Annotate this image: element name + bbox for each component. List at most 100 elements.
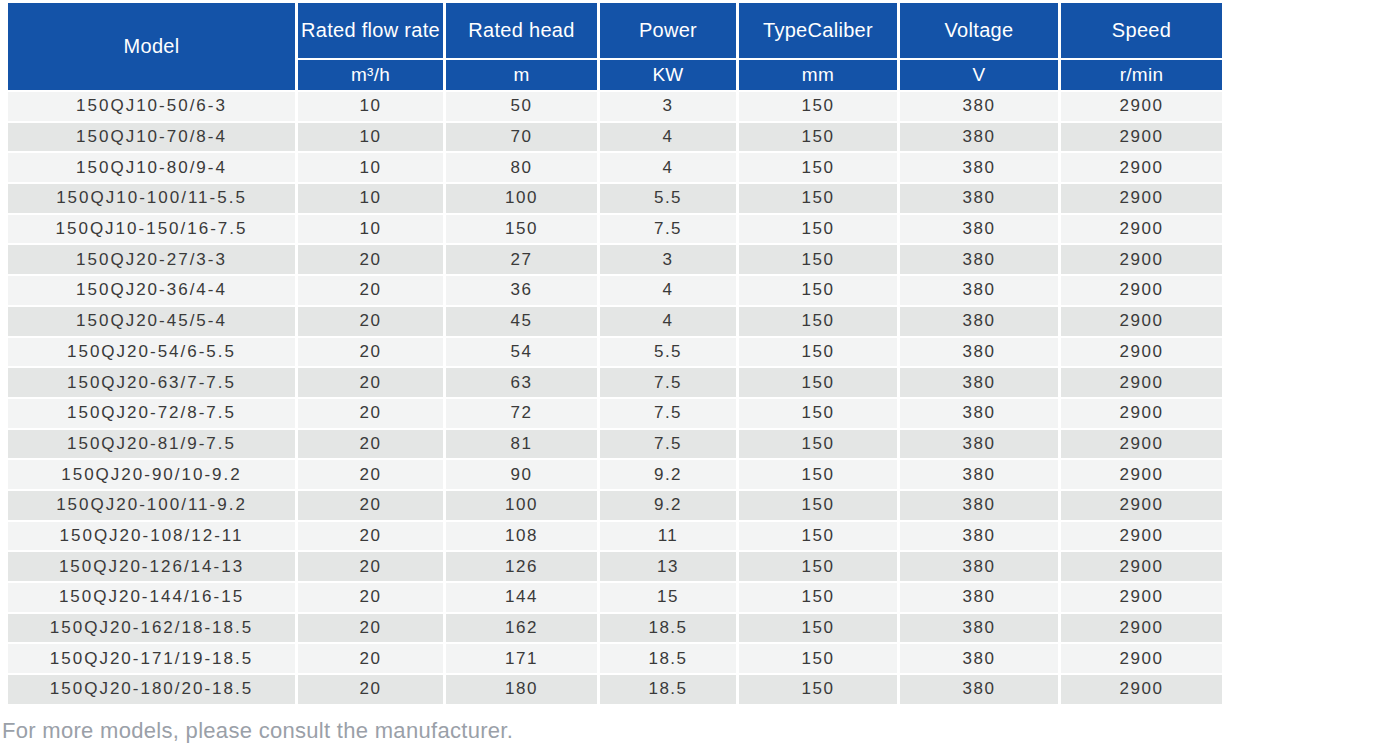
power-cell: 4 <box>600 307 736 336</box>
model-cell: 150QJ20-72/8-7.5 <box>8 399 295 428</box>
speed-cell: 2900 <box>1061 583 1222 612</box>
head-cell: 50 <box>446 92 597 121</box>
model-cell: 150QJ20-45/5-4 <box>8 307 295 336</box>
power-cell: 11 <box>600 522 736 551</box>
flow-rate-cell: 20 <box>298 614 443 643</box>
caliber-cell: 150 <box>739 338 897 367</box>
caliber-cell: 150 <box>739 430 897 459</box>
caliber-cell: 150 <box>739 368 897 397</box>
voltage-cell: 380 <box>900 614 1058 643</box>
voltage-cell: 380 <box>900 338 1058 367</box>
power-cell: 3 <box>600 92 736 121</box>
model-cell: 150QJ10-100/11-5.5 <box>8 184 295 213</box>
voltage-cell: 380 <box>900 368 1058 397</box>
col-header-speed: Speed <box>1061 3 1222 58</box>
speed-cell: 2900 <box>1061 276 1222 305</box>
model-cell: 150QJ20-63/7-7.5 <box>8 368 295 397</box>
col-header-model: Model <box>8 3 295 90</box>
power-cell: 4 <box>600 153 736 182</box>
caliber-cell: 150 <box>739 491 897 520</box>
col-unit-power: KW <box>600 60 736 90</box>
voltage-cell: 380 <box>900 583 1058 612</box>
speed-cell: 2900 <box>1061 522 1222 551</box>
flow-rate-cell: 20 <box>298 675 443 704</box>
table-row: 150QJ20-144/16-15 20 144 15 150 380 2900 <box>8 583 1222 612</box>
power-cell: 7.5 <box>600 215 736 244</box>
voltage-cell: 380 <box>900 184 1058 213</box>
speed-cell: 2900 <box>1061 368 1222 397</box>
power-cell: 4 <box>600 123 736 152</box>
table-row: 150QJ20-126/14-13 20 126 13 150 380 2900 <box>8 552 1222 581</box>
speed-cell: 2900 <box>1061 123 1222 152</box>
flow-rate-cell: 10 <box>298 184 443 213</box>
voltage-cell: 380 <box>900 307 1058 336</box>
head-cell: 80 <box>446 153 597 182</box>
table-row: 150QJ20-45/5-4 20 45 4 150 380 2900 <box>8 307 1222 336</box>
head-cell: 180 <box>446 675 597 704</box>
flow-rate-cell: 20 <box>298 644 443 673</box>
caliber-cell: 150 <box>739 184 897 213</box>
model-cell: 150QJ20-180/20-18.5 <box>8 675 295 704</box>
flow-rate-cell: 10 <box>298 92 443 121</box>
head-cell: 162 <box>446 614 597 643</box>
model-cell: 150QJ20-54/6-5.5 <box>8 338 295 367</box>
flow-rate-cell: 20 <box>298 491 443 520</box>
pump-specs-table: Model Rated flow rate Rated head Power T… <box>5 1 1225 706</box>
col-unit-speed: r/min <box>1061 60 1222 90</box>
col-unit-voltage: V <box>900 60 1058 90</box>
flow-rate-cell: 10 <box>298 153 443 182</box>
flow-rate-cell: 20 <box>298 338 443 367</box>
head-cell: 100 <box>446 184 597 213</box>
speed-cell: 2900 <box>1061 307 1222 336</box>
table-row: 150QJ20-27/3-3 20 27 3 150 380 2900 <box>8 245 1222 274</box>
caliber-cell: 150 <box>739 552 897 581</box>
col-unit-head: m <box>446 60 597 90</box>
head-cell: 54 <box>446 338 597 367</box>
head-cell: 144 <box>446 583 597 612</box>
table-row: 150QJ20-108/12-11 20 108 11 150 380 2900 <box>8 522 1222 551</box>
speed-cell: 2900 <box>1061 552 1222 581</box>
voltage-cell: 380 <box>900 123 1058 152</box>
caliber-cell: 150 <box>739 583 897 612</box>
flow-rate-cell: 20 <box>298 552 443 581</box>
flow-rate-cell: 20 <box>298 430 443 459</box>
model-cell: 150QJ20-144/16-15 <box>8 583 295 612</box>
voltage-cell: 380 <box>900 153 1058 182</box>
head-cell: 90 <box>446 460 597 489</box>
flow-rate-cell: 20 <box>298 583 443 612</box>
voltage-cell: 380 <box>900 522 1058 551</box>
speed-cell: 2900 <box>1061 153 1222 182</box>
caliber-cell: 150 <box>739 644 897 673</box>
col-header-rated-head: Rated head <box>446 3 597 58</box>
speed-cell: 2900 <box>1061 215 1222 244</box>
head-cell: 108 <box>446 522 597 551</box>
flow-rate-cell: 20 <box>298 399 443 428</box>
speed-cell: 2900 <box>1061 460 1222 489</box>
speed-cell: 2900 <box>1061 644 1222 673</box>
flow-rate-cell: 20 <box>298 307 443 336</box>
table-body: 150QJ10-50/6-3 10 50 3 150 380 2900 150Q… <box>8 92 1222 704</box>
caliber-cell: 150 <box>739 276 897 305</box>
caliber-cell: 150 <box>739 675 897 704</box>
head-cell: 27 <box>446 245 597 274</box>
head-cell: 126 <box>446 552 597 581</box>
flow-rate-cell: 20 <box>298 522 443 551</box>
voltage-cell: 380 <box>900 675 1058 704</box>
model-cell: 150QJ20-100/11-9.2 <box>8 491 295 520</box>
flow-rate-cell: 10 <box>298 215 443 244</box>
caliber-cell: 150 <box>739 307 897 336</box>
table-row: 150QJ10-80/9-4 10 80 4 150 380 2900 <box>8 153 1222 182</box>
power-cell: 7.5 <box>600 430 736 459</box>
power-cell: 15 <box>600 583 736 612</box>
speed-cell: 2900 <box>1061 399 1222 428</box>
head-cell: 36 <box>446 276 597 305</box>
power-cell: 3 <box>600 245 736 274</box>
power-cell: 7.5 <box>600 368 736 397</box>
table-row: 150QJ10-150/16-7.5 10 150 7.5 150 380 29… <box>8 215 1222 244</box>
voltage-cell: 380 <box>900 92 1058 121</box>
table-row: 150QJ20-90/10-9.2 20 90 9.2 150 380 2900 <box>8 460 1222 489</box>
caliber-cell: 150 <box>739 153 897 182</box>
head-cell: 45 <box>446 307 597 336</box>
head-cell: 81 <box>446 430 597 459</box>
caliber-cell: 150 <box>739 522 897 551</box>
